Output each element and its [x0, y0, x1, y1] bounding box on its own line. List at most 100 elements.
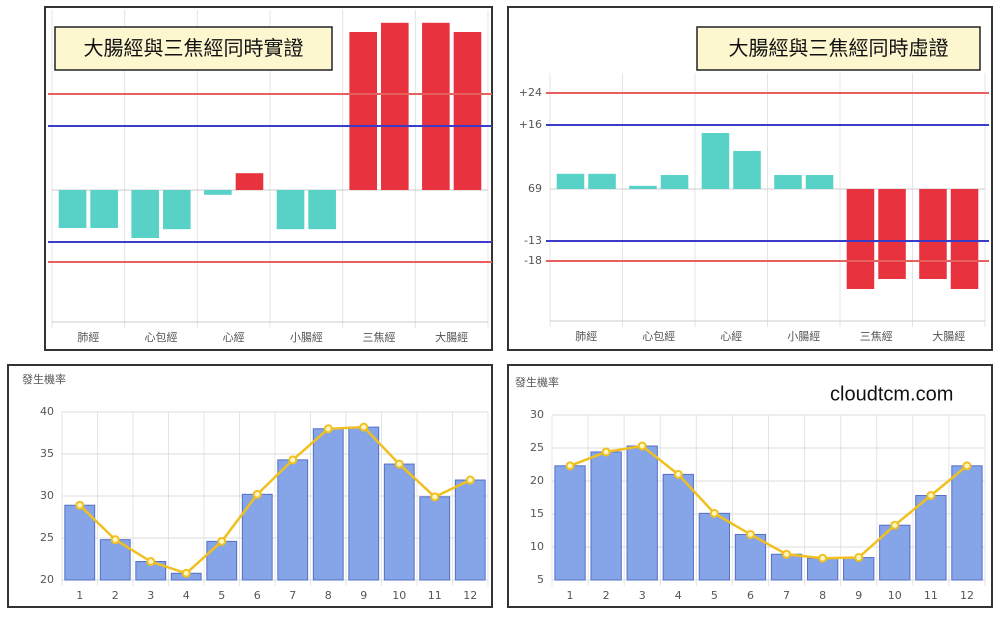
x-tick-label: 大腸經 — [435, 330, 468, 344]
x-tick-label: 肺經 — [77, 330, 99, 344]
line-point — [962, 461, 972, 471]
y-tick-label: 30 — [40, 489, 54, 502]
bar — [805, 175, 834, 189]
x-tick-label: 1 — [567, 589, 574, 602]
bar — [660, 175, 689, 189]
bar — [277, 459, 309, 581]
panel-border — [507, 364, 993, 608]
bar — [90, 190, 118, 228]
y-tick-label: 30 — [530, 408, 544, 421]
line-point — [146, 557, 156, 567]
line-point — [75, 500, 85, 510]
bar — [383, 463, 415, 581]
x-tick-label: 7 — [289, 589, 296, 602]
bar — [349, 32, 377, 190]
x-tick-label: 2 — [603, 589, 610, 602]
line-point — [637, 441, 647, 451]
y-tick-label: 25 — [530, 441, 544, 454]
chart-title: 大腸經與三焦經同時虛證 — [729, 36, 949, 60]
line-point — [601, 447, 611, 457]
x-tick-label: 4 — [183, 589, 190, 602]
bar — [206, 540, 238, 581]
x-tick-label: 10 — [392, 589, 406, 602]
x-tick-label: 9 — [855, 589, 862, 602]
bar — [588, 173, 616, 189]
bar — [629, 185, 657, 189]
bar — [453, 32, 482, 190]
y-tick-label: 40 — [40, 405, 54, 418]
bar — [733, 151, 761, 189]
bar — [701, 133, 730, 189]
y-tick-label: 20 — [40, 573, 54, 586]
x-tick-label: 1 — [76, 589, 83, 602]
x-tick-label: 三焦經 — [860, 329, 893, 343]
x-tick-label: 4 — [675, 589, 682, 602]
x-tick-label: 11 — [924, 589, 938, 602]
x-tick-label: 5 — [711, 589, 718, 602]
line-point — [288, 455, 298, 465]
line-point — [217, 536, 227, 546]
bar — [556, 173, 585, 189]
line-point — [465, 475, 475, 485]
bar — [276, 190, 305, 230]
bar — [312, 428, 344, 581]
x-tick-label: 6 — [747, 589, 754, 602]
y-tick-label: 15 — [530, 507, 544, 520]
bar — [422, 22, 450, 190]
x-tick-label: 小腸經 — [787, 329, 820, 343]
x-tick-label: 心經 — [720, 329, 742, 343]
line-point — [430, 492, 440, 502]
line-point — [673, 469, 683, 479]
x-tick-label: 3 — [639, 589, 646, 602]
bar — [590, 451, 622, 581]
line-point — [181, 568, 191, 578]
chart-title: 大腸經與三焦經同時實證 — [84, 36, 304, 60]
bar — [554, 465, 586, 581]
title-box — [696, 26, 981, 71]
x-tick-label: 5 — [218, 589, 225, 602]
bar — [846, 189, 875, 289]
line-point — [252, 489, 262, 499]
bar — [662, 473, 694, 581]
x-tick-label: 12 — [463, 589, 477, 602]
x-tick-label: 心包經 — [145, 330, 178, 344]
panel-border — [7, 364, 493, 608]
x-tick-label: 11 — [428, 589, 442, 602]
line-point — [565, 461, 575, 471]
line-point — [854, 553, 864, 563]
x-tick-label: 小腸經 — [290, 330, 323, 344]
x-tick-label: 三焦經 — [363, 330, 396, 344]
y-tick-label: -18 — [524, 254, 542, 267]
line-point — [359, 422, 369, 432]
y-tick-label: 5 — [537, 573, 544, 586]
y-axis-title: 發生機率 — [22, 372, 66, 386]
bar — [950, 189, 979, 289]
bar — [163, 190, 191, 230]
y-tick-label: -13 — [524, 234, 542, 247]
x-tick-label: 10 — [888, 589, 902, 602]
line-point — [745, 529, 755, 539]
y-axis-title: 發生機率 — [515, 375, 559, 389]
bar — [419, 496, 451, 581]
bar — [878, 189, 906, 279]
x-tick-label: 3 — [147, 589, 154, 602]
y-tick-label: 20 — [530, 474, 544, 487]
line-point — [110, 535, 120, 545]
x-tick-label: 12 — [960, 589, 974, 602]
x-tick-label: 心包經 — [642, 329, 675, 343]
bar — [131, 190, 159, 238]
line-point — [394, 459, 404, 469]
watermark: cloudtcm.com — [830, 383, 953, 405]
x-tick-label: 心經 — [223, 330, 245, 344]
x-tick-label: 2 — [112, 589, 119, 602]
line-point — [926, 491, 936, 501]
x-tick-label: 8 — [819, 589, 826, 602]
y-tick-label: 35 — [40, 447, 54, 460]
title-box — [54, 26, 333, 71]
bar — [734, 533, 767, 581]
y-tick-label: +24 — [519, 86, 542, 99]
bar — [348, 426, 380, 581]
bar — [915, 495, 947, 581]
x-tick-label: 9 — [360, 589, 367, 602]
